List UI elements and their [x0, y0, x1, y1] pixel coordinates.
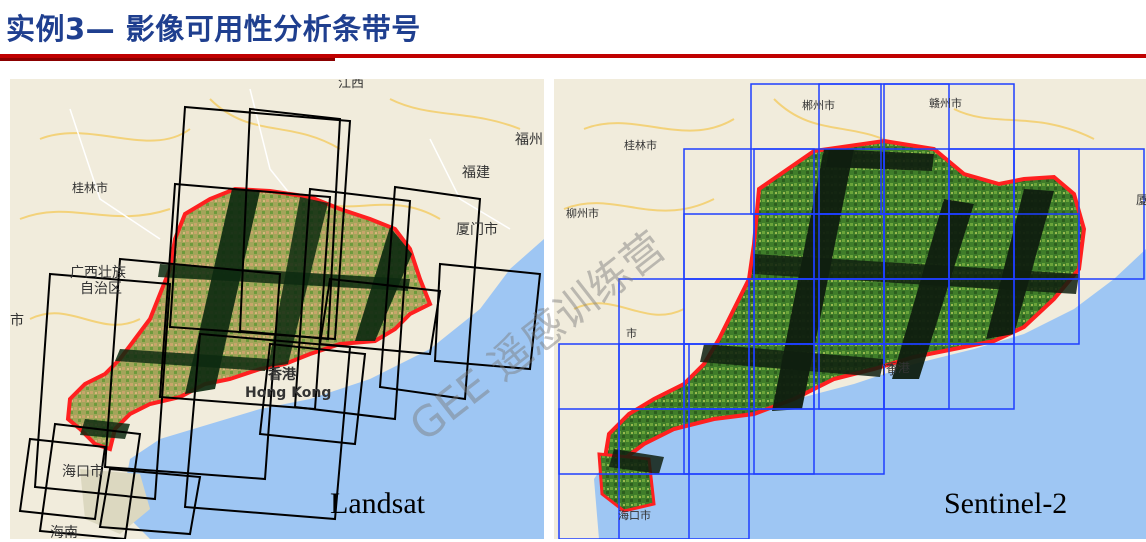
landsat-map: 江西 福州 桂林市 福建 厦门市 广西壮族 自治区 市 香港 Hong Kong… — [10, 79, 544, 539]
map-label-nanning: 市 — [10, 312, 24, 329]
sentinel-caption: Sentinel-2 — [944, 487, 1068, 520]
title-underline — [0, 54, 1146, 58]
map-label-xianggang: 香港 — [267, 366, 297, 383]
slide-title: 实例3— 影像可用性分析条带号 — [6, 12, 421, 46]
map-label-shi: 市 — [626, 326, 637, 340]
map-label-hainan: 海南 — [50, 525, 78, 539]
map-label-liuzhou: 柳州市 — [566, 206, 599, 220]
map-label-fujian: 福建 — [462, 165, 490, 181]
title-underline-accent — [0, 58, 335, 61]
sentinel-tiles — [558, 83, 1145, 539]
map-label-aomen: 门 — [882, 362, 894, 377]
map-label-haikou-r: 海口市 — [618, 508, 651, 522]
map-label-jiangxi: 江西 — [338, 79, 364, 91]
map-label-guilin: 桂林市 — [72, 180, 108, 195]
landsat-caption: Landsat — [330, 487, 425, 520]
map-label-xiamen-r: 厦 — [1136, 193, 1146, 207]
sentinel-map-panel: 郴州市 赣州市 桂林市 柳州市 厦 市 门 香港 海口市 Sentinel-2 — [554, 79, 1146, 539]
map-label-fuzhou: 福州 — [515, 132, 543, 148]
map-label-chenzhou: 郴州市 — [802, 98, 835, 112]
landsat-footprints — [18, 105, 542, 539]
landsat-map-panel: 江西 福州 桂林市 福建 厦门市 广西壮族 自治区 市 香港 Hong Kong… — [10, 79, 544, 539]
map-label-guilin-r: 桂林市 — [624, 138, 657, 152]
sentinel-map: 郴州市 赣州市 桂林市 柳州市 厦 市 门 香港 海口市 — [554, 79, 1146, 539]
map-label-hongkong: Hong Kong — [245, 385, 331, 401]
map-label-haikou: 海口市 — [62, 463, 104, 480]
map-label-guangxi-2: 自治区 — [80, 281, 122, 297]
map-label-guangxi-1: 广西壮族 — [70, 265, 126, 281]
map-label-xiamen: 厦门市 — [456, 221, 498, 238]
map-label-ganzhou: 赣州市 — [929, 96, 962, 110]
map-label-xianggang-r: 香港 — [886, 361, 910, 375]
